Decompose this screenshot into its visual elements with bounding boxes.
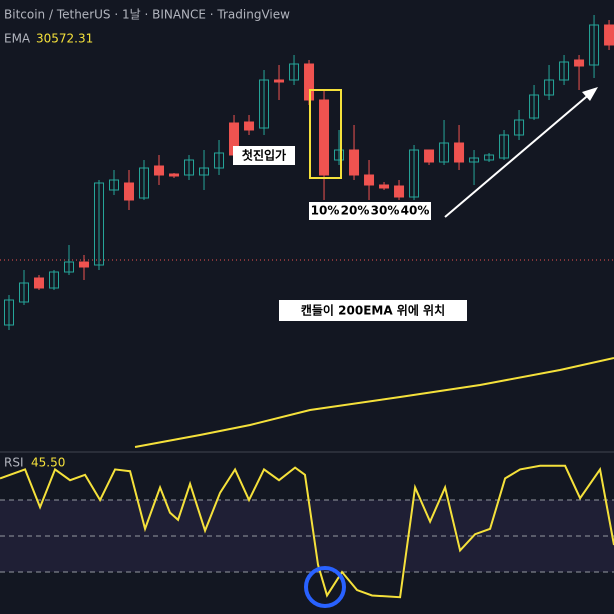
candle-body [19,282,30,303]
candle-body [4,299,15,326]
candle-body [499,134,510,159]
candle-body [319,99,330,176]
label-box [370,202,401,220]
candle-body [409,149,420,198]
candle-body [124,182,135,201]
label-box [340,202,371,220]
candle-body [34,277,45,289]
candle-body [469,157,480,163]
candle-body [364,174,375,186]
label-box [233,146,295,165]
candle-body [79,261,90,268]
candle-body [64,261,75,273]
candle-body [589,24,600,66]
candle-body [334,149,345,161]
highlight-box [309,89,342,179]
candle-body [604,24,614,46]
candle-body [379,184,390,189]
rsi-value: 45.50 [31,456,65,470]
candle-body [394,185,405,198]
rsi-name: RSI [4,456,24,470]
price-pane [0,15,614,448]
candle-body [139,167,150,199]
rsi-circle [304,566,346,608]
ema-name: EMA [4,32,31,46]
candle-body [259,79,270,129]
candle-body [49,271,60,289]
candle-body [559,61,570,81]
label-box [279,300,467,321]
annotation-labels: 첫진입가 10% 20% 30% 40% 캔들이 200EMA 위에 위치 [233,146,467,321]
candle-body [574,59,585,67]
candle-body [544,79,555,96]
candle-body [274,79,285,83]
candle-body [109,179,120,191]
arrow-head [582,87,598,101]
candle-body [184,159,195,176]
trend-arrow [444,91,593,218]
annotation: 10% [311,204,340,218]
candle-body [169,173,180,177]
candle-body [199,167,210,176]
candle-body [424,149,435,163]
candle-body [244,121,255,131]
annotation: 20% [341,204,370,218]
label-box [309,202,340,220]
candle-body [349,149,360,176]
rsi-line [0,464,614,599]
annotation: 30% [371,204,400,218]
candle-body [439,142,450,163]
annotation: 첫진입가 [242,148,286,163]
candle-body [214,152,225,169]
chart-title: Bitcoin / TetherUS · 1날 · BINANCE · Trad… [4,8,290,22]
rsi-pane [0,464,614,599]
candle-body [454,142,465,163]
candle-body [94,182,105,266]
ema-value: 30572.31 [36,32,93,46]
annotation: 캔들이 200EMA 위에 위치 [301,303,445,318]
candle-body [529,94,540,119]
ema-line [134,357,614,448]
candle-body [289,63,300,81]
label-box [400,202,431,220]
candle-body [154,165,165,176]
annotation: 40% [401,204,430,218]
candle-body [514,119,525,136]
candle-body [484,154,495,161]
